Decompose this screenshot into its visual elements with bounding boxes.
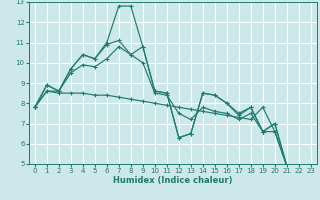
- X-axis label: Humidex (Indice chaleur): Humidex (Indice chaleur): [113, 176, 233, 185]
